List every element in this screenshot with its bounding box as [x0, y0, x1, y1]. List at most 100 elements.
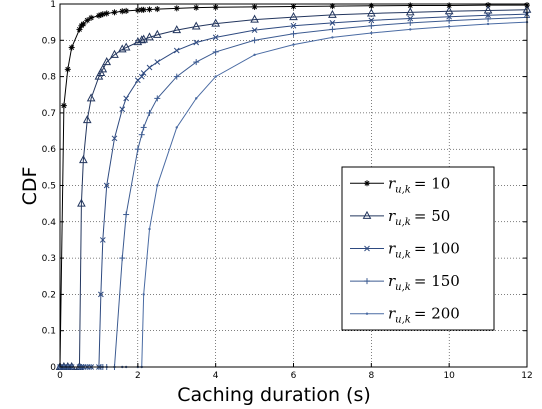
data-point — [133, 37, 143, 46]
data-point — [102, 57, 112, 66]
data-point — [173, 47, 180, 54]
legend-label: ru,k = 200 — [388, 305, 460, 326]
legend-item: ru,k = 100 — [350, 240, 460, 261]
data-point — [253, 53, 256, 57]
y-tick-label: 0 — [50, 363, 56, 373]
tick-layer: 0 2 4 6 8 10 12 0 0.1 0.2 0.3 0.4 0.5 0.6 0.7 0.8 0.9 1 — [42, 0, 533, 381]
y-tick-label: 0.2 — [42, 290, 56, 300]
data-point — [193, 4, 200, 11]
data-point — [292, 43, 295, 46]
data-point — [123, 211, 130, 218]
data-point — [331, 36, 334, 39]
data-point — [485, 15, 492, 22]
y-tick-label: 0.8 — [42, 73, 57, 83]
data-point — [173, 5, 180, 12]
data-point — [68, 44, 75, 51]
legend-label: ru,k = 10 — [388, 174, 450, 195]
data-point — [123, 95, 130, 102]
data-point — [409, 28, 412, 31]
series-2 — [55, 4, 532, 370]
data-point — [88, 14, 95, 21]
y-tick-label: 0.4 — [42, 218, 57, 228]
data-point — [289, 12, 298, 21]
data-point — [212, 34, 219, 41]
data-point — [366, 8, 376, 17]
data-point — [290, 30, 297, 37]
legend-marker — [364, 245, 370, 252]
data-point — [446, 17, 453, 24]
data-point — [98, 291, 104, 298]
series-line — [60, 9, 528, 368]
data-point — [137, 35, 147, 44]
data-point — [146, 64, 153, 71]
y-tick-label: 0.7 — [42, 109, 56, 119]
x-tick-label: 4 — [213, 371, 219, 381]
data-point — [193, 59, 200, 66]
data-point — [139, 34, 149, 43]
data-point — [77, 198, 86, 207]
legend-marker — [364, 180, 370, 187]
legend: ru,k = 10 ru,k = 50 ru,k = 100 ru,k = 150 ru,k = … — [341, 166, 495, 331]
data-point — [154, 95, 161, 102]
data-point — [214, 75, 217, 78]
data-point — [447, 25, 451, 28]
data-point — [123, 7, 130, 14]
data-point — [117, 44, 127, 53]
data-point — [121, 42, 131, 51]
data-point — [140, 70, 147, 76]
data-point — [119, 8, 126, 15]
legend-item: ru,k = 150 — [350, 272, 460, 293]
legend-item: ru,k = 10 — [350, 174, 450, 195]
data-point — [172, 25, 182, 34]
x-axis-label: Caching duration (s) — [177, 384, 371, 406]
data-point — [134, 146, 141, 153]
data-point — [79, 155, 88, 164]
data-point — [175, 126, 178, 129]
data-point — [444, 6, 454, 15]
y-tick-label: 0.1 — [42, 327, 56, 337]
data-point — [146, 109, 153, 116]
data-point — [212, 48, 219, 55]
data-point — [191, 21, 201, 30]
data-point — [368, 17, 375, 24]
legend-marker — [365, 312, 369, 315]
data-point — [146, 6, 153, 13]
data-point — [368, 22, 375, 29]
data-point — [99, 237, 106, 243]
grid-layer — [60, 4, 527, 367]
data-point — [156, 184, 159, 187]
y-tick-label: 0.9 — [42, 36, 57, 46]
legend-marker — [362, 210, 372, 219]
data-point — [148, 227, 151, 231]
x-tick-label: 0 — [57, 371, 63, 381]
data-point — [328, 9, 337, 18]
data-point — [64, 66, 71, 73]
x-tick-label: 2 — [135, 371, 141, 381]
y-axis-label: CDF — [19, 167, 41, 206]
data-point — [251, 37, 258, 44]
data-point — [173, 73, 180, 80]
data-point — [154, 59, 161, 65]
data-point — [111, 9, 118, 16]
x-tick-label: 10 — [443, 371, 455, 381]
y-tick-label: 1 — [50, 0, 56, 10]
data-point — [154, 6, 161, 13]
data-point — [110, 49, 119, 58]
data-point — [195, 97, 198, 100]
x-tick-label: 8 — [368, 371, 374, 381]
data-point — [140, 6, 147, 13]
legend-marker — [364, 278, 370, 285]
data-point — [111, 135, 118, 142]
data-point — [407, 15, 414, 22]
data-point — [140, 124, 147, 131]
data-point — [134, 7, 141, 14]
data-point — [142, 293, 145, 296]
legend-label: ru,k = 50 — [388, 207, 450, 228]
data-point — [211, 18, 221, 27]
data-point — [407, 19, 414, 26]
data-point — [486, 22, 490, 26]
data-point — [370, 31, 373, 35]
data-point — [103, 10, 110, 17]
data-point — [138, 131, 145, 138]
